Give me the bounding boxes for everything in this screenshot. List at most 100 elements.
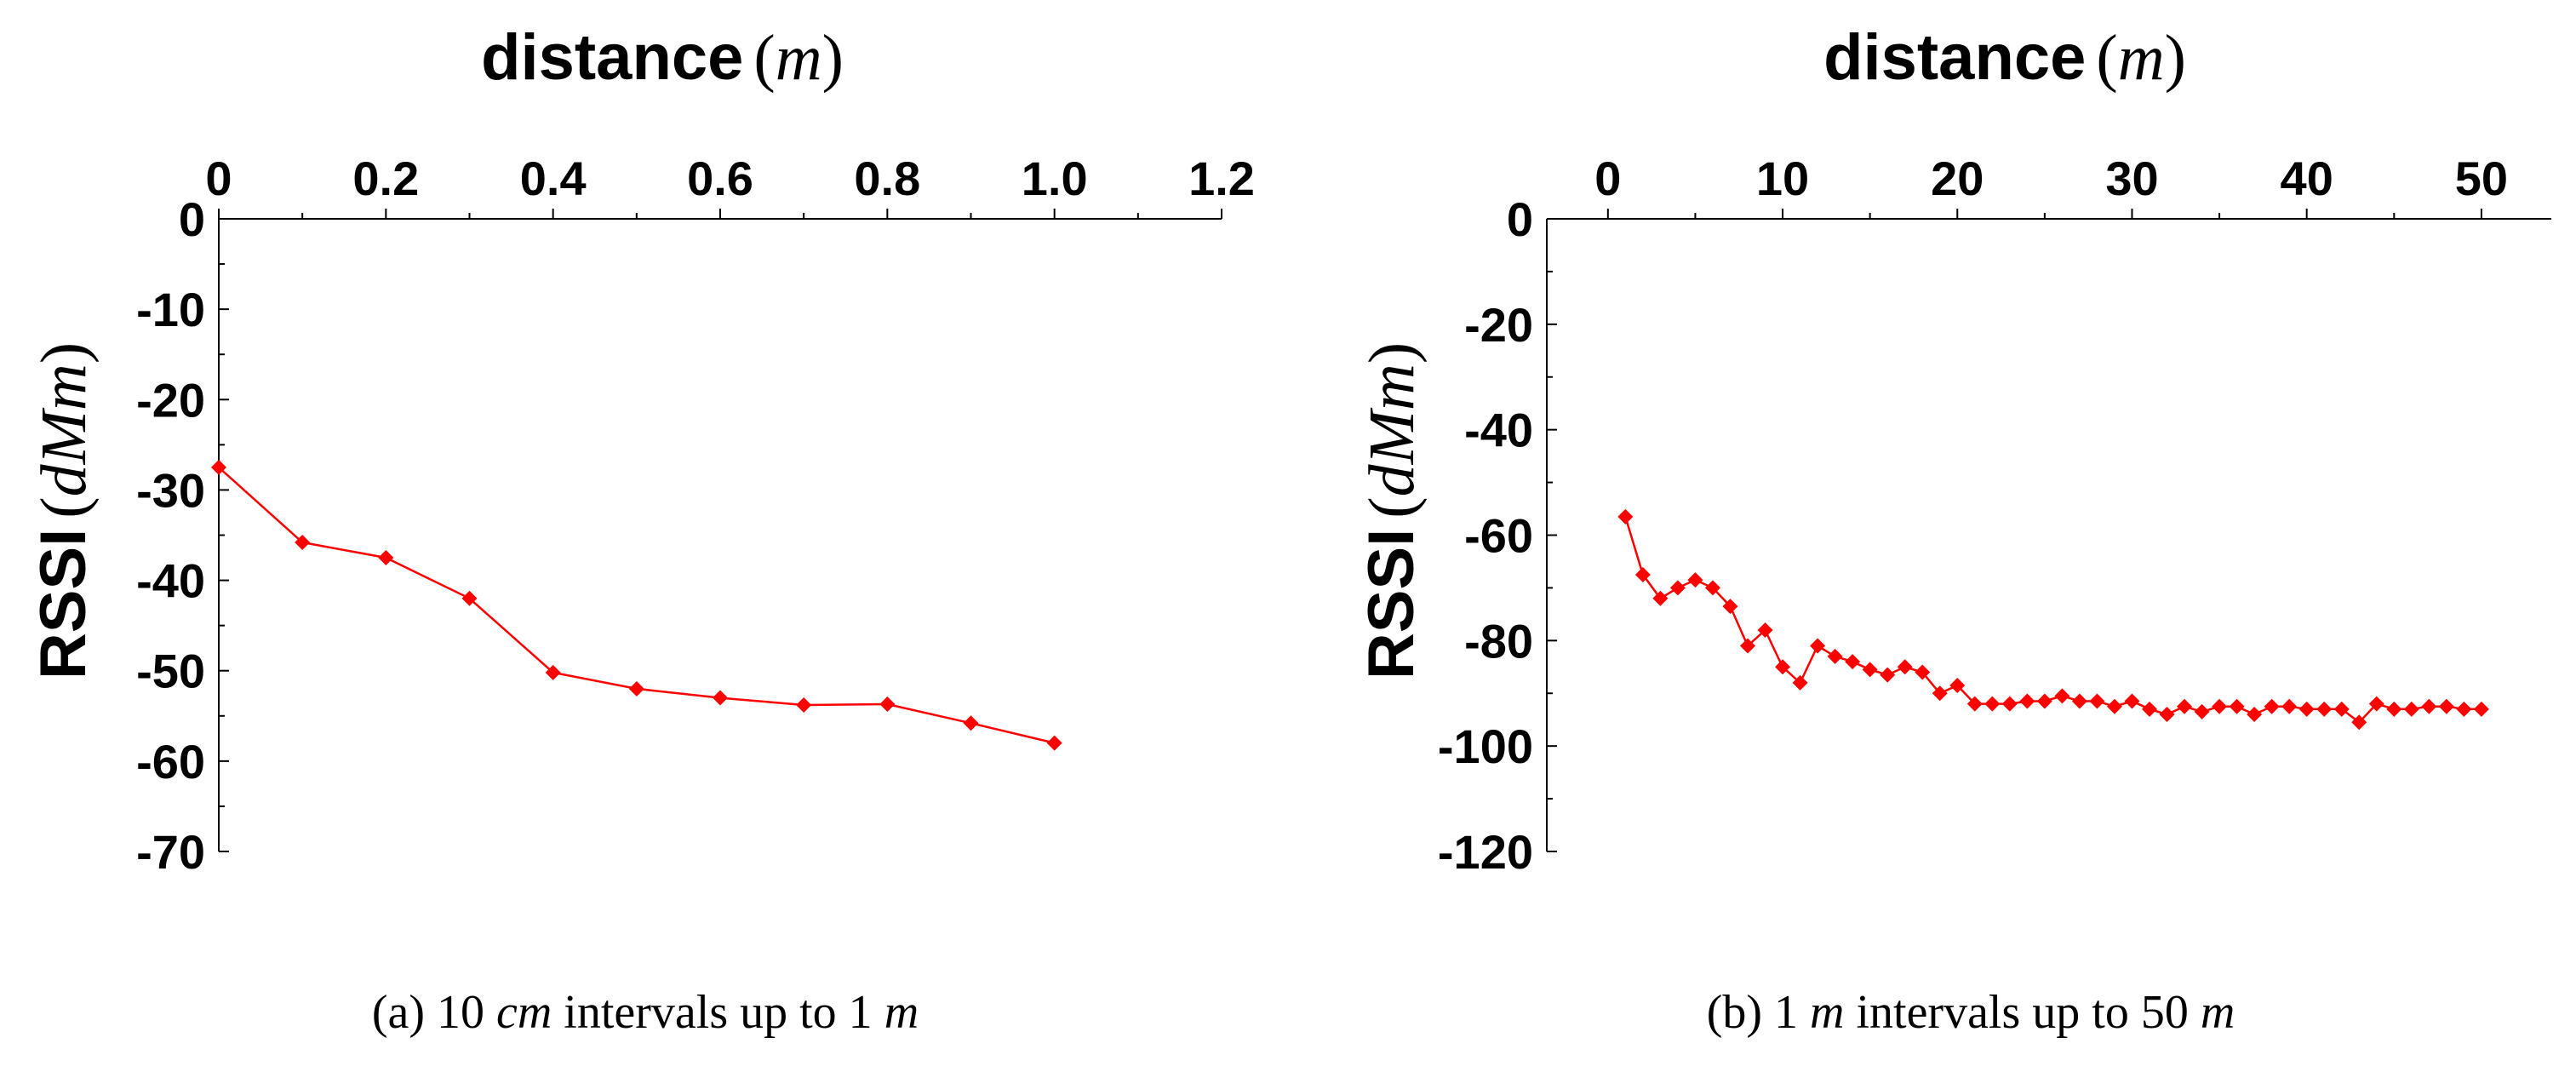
chart-a-x-tick-label: 0.6: [687, 152, 753, 205]
chart-b-y-tick-label: 0: [1507, 192, 1533, 246]
chart-a-y-axis-unit: dMm: [28, 364, 100, 496]
chart-a-y-tick-label: -50: [136, 645, 205, 698]
chart-a-x-tick-label: 1.2: [1188, 152, 1255, 205]
chart-a-y-tick-label: -30: [136, 463, 205, 517]
chart-b-data-point: [1740, 638, 1755, 654]
chart-b-data-point: [2071, 693, 2087, 709]
chart-a-x-tick-label: 0.8: [854, 152, 920, 205]
chart-b-data-point: [2106, 698, 2122, 714]
chart-a-data-point: [211, 459, 226, 475]
chart-b-data-point: [2089, 693, 2105, 709]
chart-a-caption-unit2: m: [884, 986, 919, 1039]
chart-b-data-point: [1722, 599, 1738, 615]
chart-a-data-point: [378, 550, 394, 566]
chart-b-data-point: [2054, 688, 2070, 704]
chart-b: distance (m) RSSI(dMm) 0 10 20 30 40 50 0 -20 -40…: [1355, 21, 2551, 1039]
chart-a-y-tick-label: -60: [136, 735, 205, 788]
chart-b-data-point: [2264, 698, 2280, 714]
chart-b-data-point: [1984, 696, 2001, 712]
chart-b-data-point: [2194, 703, 2210, 719]
chart-b-data-point: [1915, 664, 1931, 680]
chart-b-y-axis-label: RSSI: [1355, 529, 1428, 679]
chart-b-x-axis-label: distance: [1823, 21, 2086, 94]
chart-a-x-axis-unit: m: [776, 22, 822, 94]
chart-b-x-tick-label: 30: [2105, 152, 2158, 205]
chart-b-data-point: [2036, 693, 2052, 709]
chart-b-data-point: [1862, 662, 1878, 678]
chart-a: distance (m) RSSI(dMm) 0 0.2 0.4 0.6 0.8 1.0 1.…: [27, 21, 1255, 1039]
chart-b-x-axis-unit: m: [2118, 22, 2165, 94]
chart-a-y-tick-label: -10: [136, 283, 205, 336]
chart-b-data-point: [2281, 698, 2298, 714]
chart-a-y-tick-label: -70: [136, 825, 205, 879]
chart-a-x-axis-title: distance (m): [481, 21, 844, 94]
chart-b-data-point: [1687, 572, 1703, 588]
chart-b-y-tick-label: -40: [1464, 404, 1533, 457]
chart-b-data-point: [1827, 648, 1843, 664]
chart-b-y-tick-label: -100: [1438, 719, 1533, 773]
chart-b-data-point: [1617, 508, 1634, 525]
chart-b-caption-middle: intervals up to 50: [1844, 986, 2200, 1039]
chart-b-data-point: [2212, 698, 2228, 714]
chart-b-data-point: [2298, 701, 2315, 717]
chart-a-x-tick-label: 0.2: [352, 152, 419, 205]
chart-b-x-tick-label: 40: [2281, 152, 2333, 205]
chart-a-x-axis-label: distance: [481, 21, 743, 94]
chart-a-y-tick-label: -40: [136, 554, 205, 608]
chart-b-x-tick-label: 0: [1594, 152, 1621, 205]
chart-b-data-point: [1757, 622, 1773, 638]
chart-a-data-point: [713, 690, 728, 706]
chart-a-x-tick-label: 0: [205, 152, 232, 205]
chart-a-caption: (a) 10 cm intervals up to 1 m: [372, 986, 919, 1039]
chart-b-data-point: [1932, 685, 1948, 702]
chart-a-data-point: [461, 590, 478, 606]
chart-b-x-tick-label: 20: [1931, 152, 1984, 205]
chart-a-caption-prefix: (a) 10: [372, 986, 496, 1039]
chart-b-data-point: [2142, 701, 2157, 717]
chart-b-caption-unit2: m: [2201, 986, 2235, 1039]
chart-b-data-point: [2177, 698, 2193, 714]
chart-b-data-point: [2368, 696, 2384, 712]
chart-b-data-point: [2333, 701, 2350, 717]
chart-b-data-point: [2159, 707, 2175, 723]
chart-b-y-tick-label: -20: [1464, 298, 1533, 352]
chart-a-y-axis-title: RSSI(dMm): [27, 342, 100, 679]
chart-b-data-point: [1652, 590, 1669, 606]
chart-b-data-point: [1669, 580, 1686, 596]
chart-a-series-line: [218, 466, 1055, 744]
chart-b-data-point: [1966, 696, 1983, 712]
chart-b-data-point: [1845, 654, 1861, 670]
chart-b-data-point: [1634, 566, 1651, 582]
chart-b-data-point: [1792, 674, 1808, 691]
chart-b-y-axis-title: RSSI(dMm): [1355, 342, 1428, 679]
chart-a-y-axis-label: RSSI: [27, 529, 100, 679]
chart-a-data-point: [628, 680, 644, 697]
chart-a-data-point: [545, 664, 561, 680]
chart-a-axes: 0 0.2 0.4 0.6 0.8 1.0 1.2 0 -10 -20 -30 -40 -50 -60 -7…: [136, 152, 1255, 879]
chart-a-data-point: [1046, 735, 1062, 751]
chart-a-caption-middle: intervals up to 1: [552, 986, 884, 1039]
chart-a-data-point: [879, 696, 896, 712]
chart-b-data-point: [2316, 701, 2333, 717]
chart-a-data-point: [295, 534, 311, 550]
chart-b-data-point: [2403, 701, 2419, 717]
chart-a-x-tick-label: 1.0: [1022, 152, 1088, 205]
chart-a-x-tick-label: 0.4: [520, 152, 587, 205]
chart-b-data-point: [2229, 698, 2245, 714]
chart-b-caption-prefix: (b) 1: [1707, 986, 1810, 1039]
chart-a-data-point: [963, 715, 979, 731]
chart-b-data-point: [1704, 580, 1720, 596]
chart-b-data-point: [2386, 701, 2402, 717]
chart-b-y-tick-label: -80: [1464, 614, 1533, 668]
chart-b-data-point: [2124, 693, 2140, 709]
chart-b-data-point: [2456, 701, 2472, 717]
chart-a-y-tick-label: -20: [136, 373, 205, 427]
chart-b-data-point: [2473, 701, 2489, 717]
chart-b-data-point: [1897, 659, 1913, 675]
chart-b-series-line: [1624, 516, 2482, 724]
chart-a-caption-unit1: cm: [496, 986, 552, 1039]
chart-b-data-point: [2438, 698, 2454, 714]
chart-b-series: [1617, 508, 2489, 731]
chart-b-data-point: [2247, 707, 2263, 723]
